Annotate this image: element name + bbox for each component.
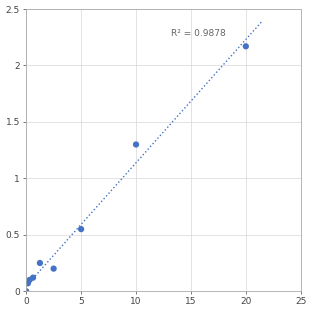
Point [25,281,30,286]
Point [51,266,56,271]
Point [134,142,139,147]
Point [79,227,84,232]
Point [31,275,36,280]
Point [243,44,248,49]
Point [24,289,29,294]
Text: R² = 0.9878: R² = 0.9878 [171,29,226,38]
Point [27,277,32,282]
Point [37,261,42,266]
